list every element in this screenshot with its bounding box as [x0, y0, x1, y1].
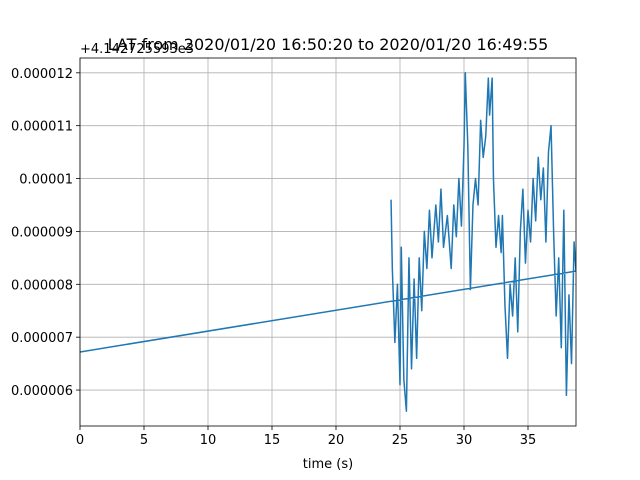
y-tick-label: 0.000008 — [11, 278, 73, 293]
y-tick-label: 0.000009 — [11, 225, 73, 240]
chart-title: LAT from 2020/01/20 16:50:20 to 2020/01/… — [108, 35, 549, 54]
x-tick-label: 15 — [264, 433, 281, 448]
x-tick-label: 5 — [140, 433, 148, 448]
x-tick-label: 0 — [76, 433, 84, 448]
plot-frame — [79, 57, 577, 427]
y-tick-label: 0.000012 — [11, 67, 73, 82]
y-tick-label: 0.000011 — [11, 120, 73, 135]
x-tick-label: 30 — [456, 433, 473, 448]
x-tick-label: 25 — [392, 433, 409, 448]
x-tick-label: 20 — [328, 433, 345, 448]
y-tick-label: 0.000006 — [11, 384, 73, 399]
x-axis-label: time (s) — [303, 457, 353, 472]
data-line — [80, 72, 576, 412]
y-tick-label: 0.000007 — [11, 331, 73, 346]
y-tick-label: 0.00001 — [19, 173, 73, 188]
x-tick-label: 10 — [200, 433, 217, 448]
x-tick-label: 35 — [520, 433, 537, 448]
offset-text: +4.142725593e3 — [80, 42, 194, 57]
